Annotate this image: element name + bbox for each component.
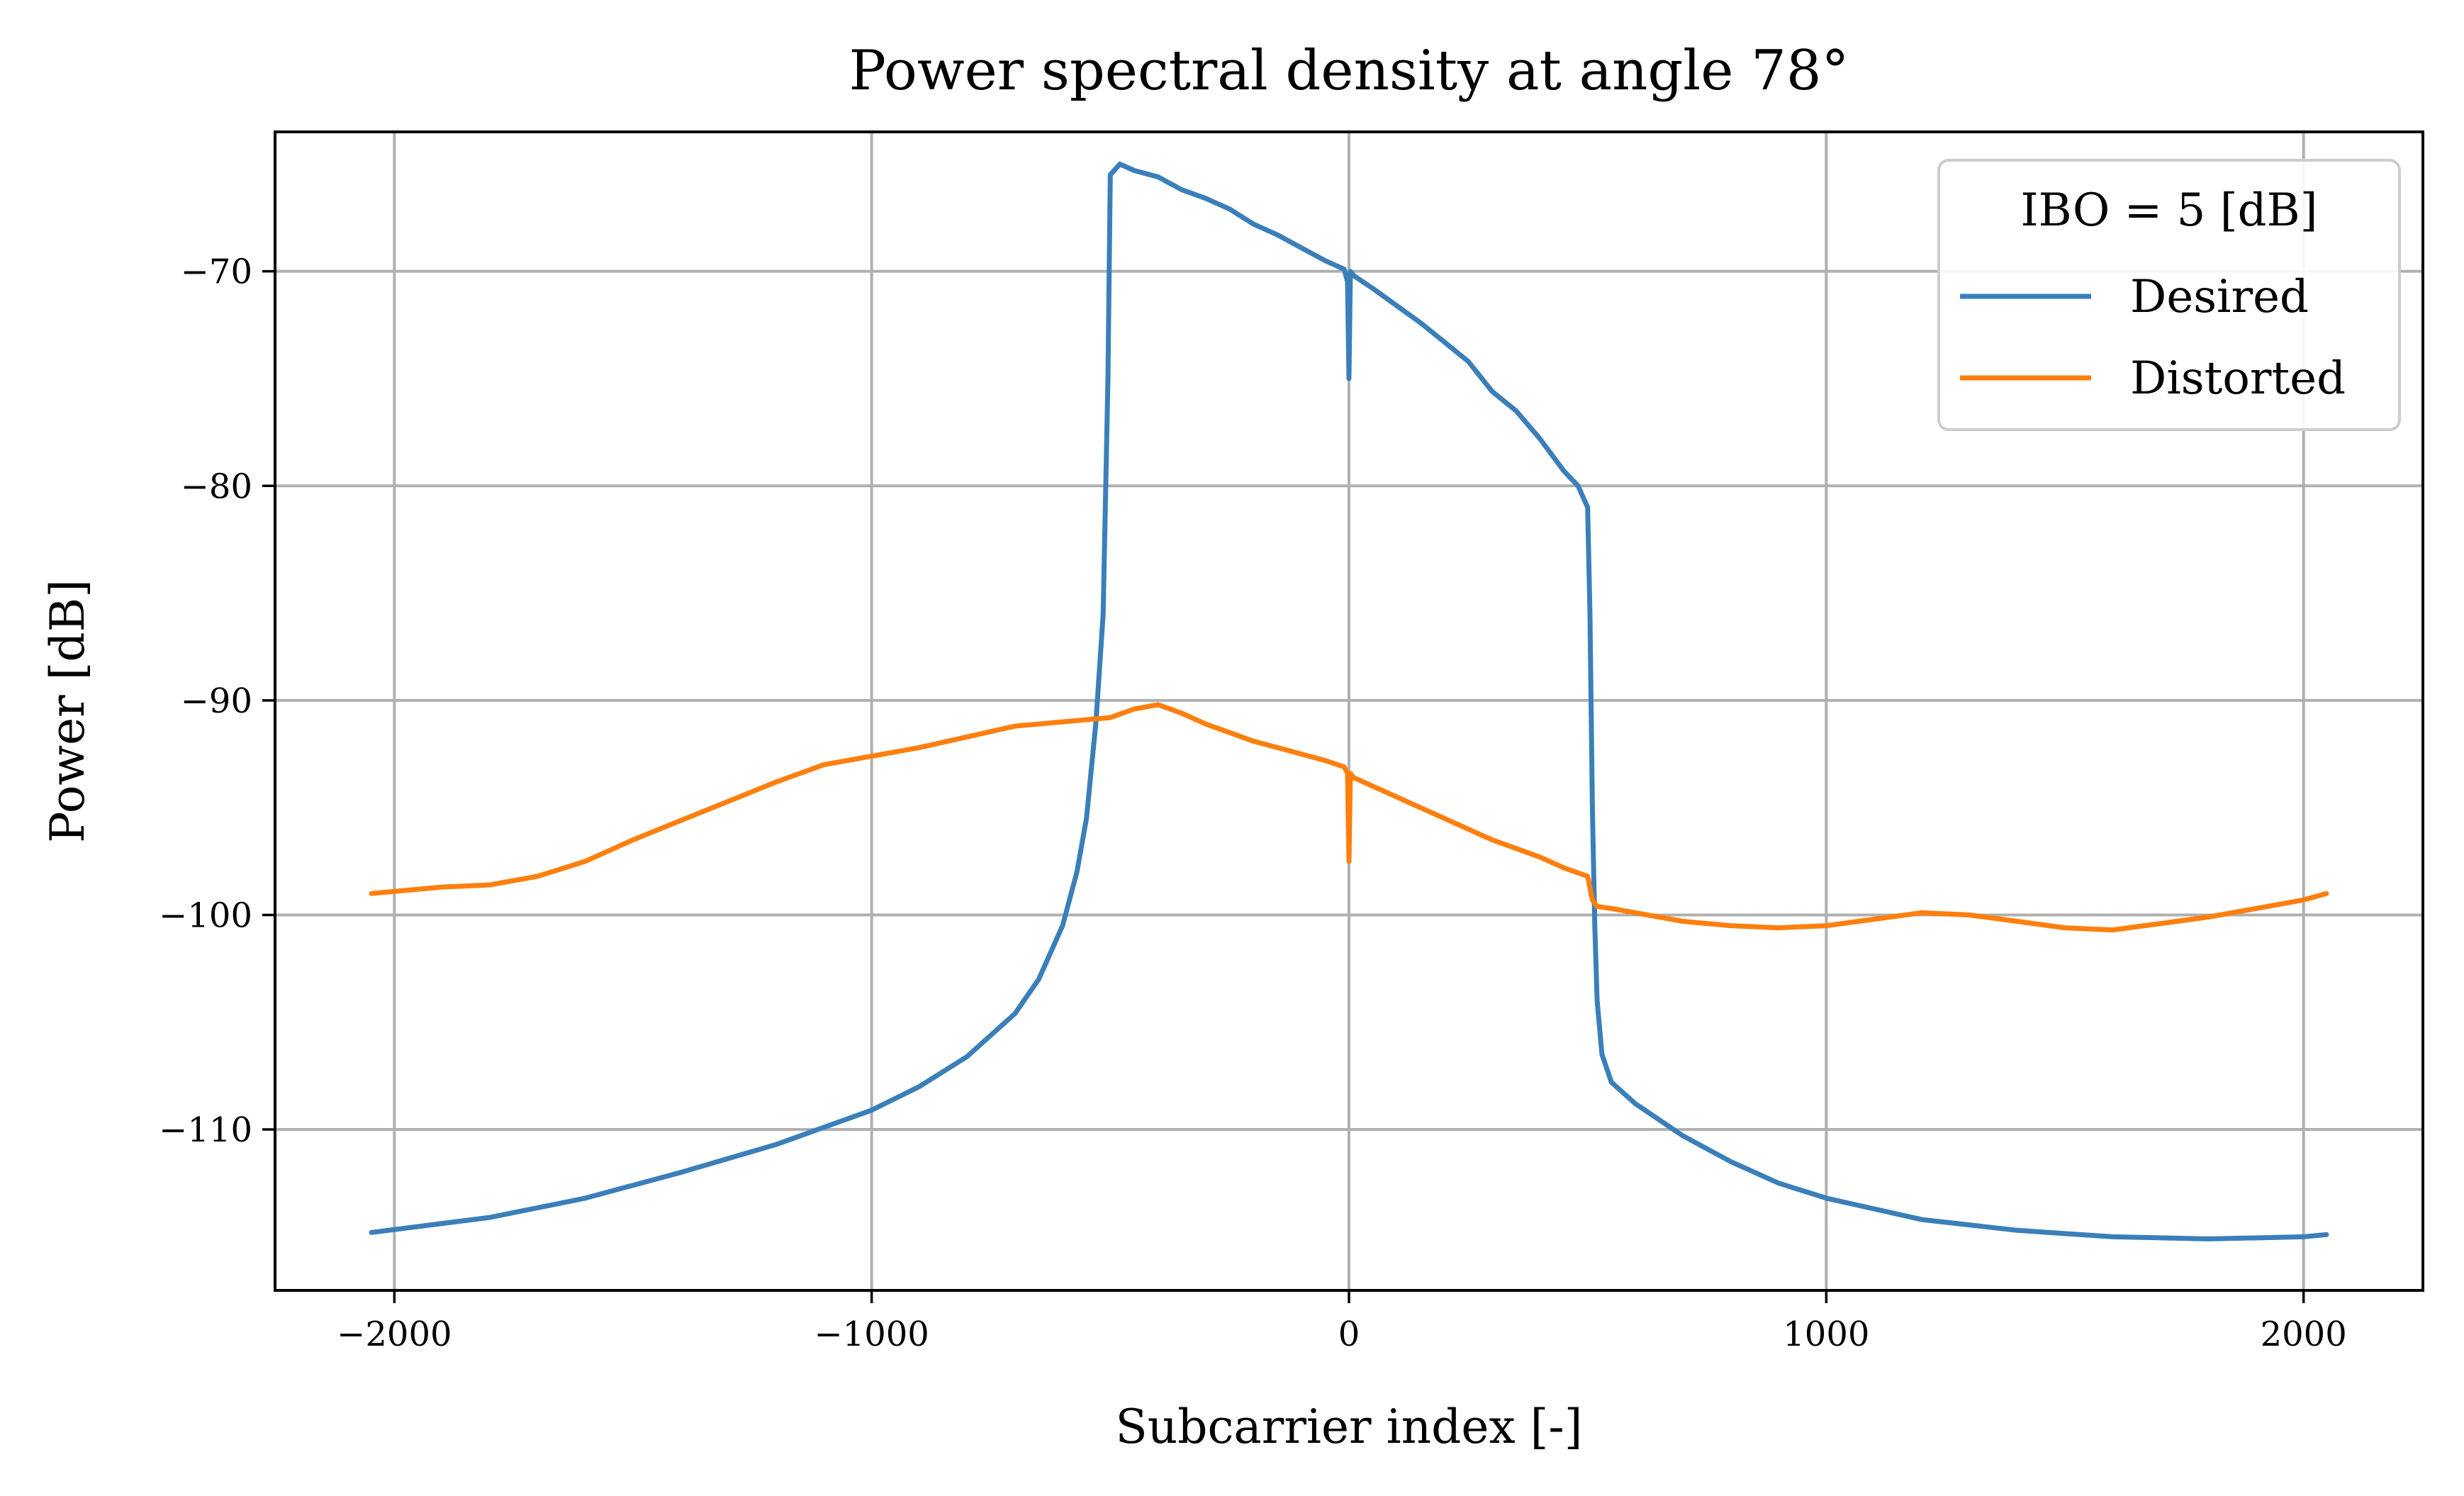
y-tick-label: −100 — [159, 895, 252, 935]
x-tick-label: 0 — [1338, 1314, 1360, 1354]
x-tick-label: −2000 — [337, 1314, 452, 1354]
y-axis-label: Power [dB] — [40, 579, 95, 843]
y-tick-label: −110 — [159, 1110, 252, 1150]
y-axis-ticks: −110 −100 −90 −80 −70 — [159, 252, 275, 1150]
legend-box — [1937, 159, 2401, 431]
y-tick-label: −70 — [181, 252, 252, 292]
x-tick-label: −1000 — [814, 1314, 929, 1354]
legend: IBO = 5 [dB] Desired Distorted — [1937, 159, 2401, 431]
series-layer — [369, 161, 2329, 1241]
legend-label-desired: Desired — [2130, 271, 2309, 323]
x-axis-ticks: −2000 −1000 0 1000 2000 — [337, 1290, 2347, 1354]
legend-label-distorted: Distorted — [2130, 352, 2346, 405]
series-line-distorted — [369, 702, 2329, 933]
x-tick-label: 1000 — [1783, 1314, 1869, 1354]
y-tick-label: −80 — [181, 467, 252, 506]
series-line-desired — [369, 161, 2329, 1241]
chart-title: Power spectral density at angle 78° — [849, 39, 1849, 103]
legend-title: IBO = 5 [dB] — [2020, 184, 2317, 237]
y-tick-label: −90 — [181, 681, 252, 721]
x-axis-label: Subcarrier index [-] — [1115, 1400, 1582, 1454]
x-tick-label: 2000 — [2261, 1314, 2347, 1354]
